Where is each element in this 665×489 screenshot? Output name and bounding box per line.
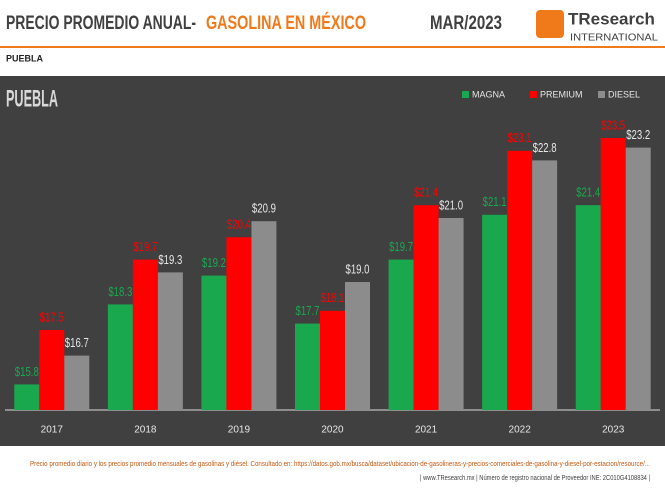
bar: [64, 355, 90, 410]
x-tick-label: 2018: [134, 425, 157, 436]
logo-sub: INTERNATIONAL: [570, 33, 658, 44]
legend-swatch: [598, 91, 605, 98]
bar-label: $20.4: [227, 217, 251, 232]
bar-label: $18.1: [321, 290, 345, 305]
footer-source: Precio promedio diario y los precios pro…: [30, 461, 650, 468]
bar-label: $17.5: [40, 309, 64, 324]
legend-label: MAGNA: [472, 89, 505, 99]
bar: [345, 282, 370, 410]
bar-label: $19.7: [389, 239, 413, 254]
bar: [226, 237, 252, 410]
legend-swatch: [530, 91, 537, 98]
x-tick-label: 2023: [602, 425, 625, 436]
bar-label: $21.0: [439, 197, 463, 212]
bar: [438, 218, 464, 410]
bar: [201, 275, 227, 410]
bar: [413, 205, 439, 410]
bar: [482, 214, 508, 410]
bar-label: $18.3: [108, 284, 132, 299]
bar: [251, 221, 277, 410]
bar-label: $22.8: [533, 140, 557, 155]
bar: [295, 323, 320, 410]
bar-label: $15.8: [15, 364, 39, 379]
bar: [600, 138, 626, 410]
legend-swatch: [462, 91, 469, 98]
bar-label: $23.1: [508, 130, 532, 145]
title: PRECIO PROMEDIO ANUAL-: [6, 13, 196, 34]
x-tick-label: 2020: [321, 425, 344, 436]
bar-label: $17.7: [296, 303, 320, 318]
bar-label: $23.2: [626, 127, 650, 142]
chart-title: PUEBLA: [6, 85, 58, 112]
bar: [320, 310, 345, 410]
bar: [39, 330, 65, 410]
bar-label: $16.7: [65, 335, 89, 350]
divider: [0, 46, 665, 48]
footer-credits: | www.TResearch.mx | Número de registro …: [420, 475, 650, 482]
bar-label: $19.3: [158, 252, 182, 267]
x-tick-label: 2021: [415, 425, 438, 436]
x-tick-label: 2022: [509, 425, 532, 436]
region: PUEBLA: [6, 53, 44, 63]
title-highlight: GASOLINA EN MÉXICO: [206, 12, 366, 34]
bar-label: $21.4: [414, 185, 438, 200]
bar: [388, 259, 414, 410]
date: MAR/2023: [430, 13, 502, 34]
logo-icon: [536, 10, 564, 38]
legend-label: DIESEL: [608, 89, 640, 99]
bar: [507, 150, 533, 411]
bar-label: $23.5: [601, 117, 625, 132]
bar: [532, 160, 558, 410]
bar: [157, 272, 183, 410]
bar: [132, 259, 158, 410]
x-tick-label: 2017: [41, 425, 64, 436]
logo: TResearch: [568, 9, 655, 28]
bar: [14, 384, 40, 410]
bar-label: $19.2: [202, 255, 226, 270]
bar-label: $21.4: [576, 185, 600, 200]
bar: [625, 147, 651, 410]
bar-label: $21.1: [483, 194, 507, 209]
bar-label: $19.0: [346, 261, 370, 276]
bar: [107, 304, 133, 410]
bar-label: $19.7: [133, 239, 157, 254]
legend-label: PREMIUM: [540, 89, 583, 99]
bar-label: $20.9: [252, 201, 276, 216]
x-tick-label: 2019: [228, 425, 251, 436]
bar: [575, 205, 601, 410]
